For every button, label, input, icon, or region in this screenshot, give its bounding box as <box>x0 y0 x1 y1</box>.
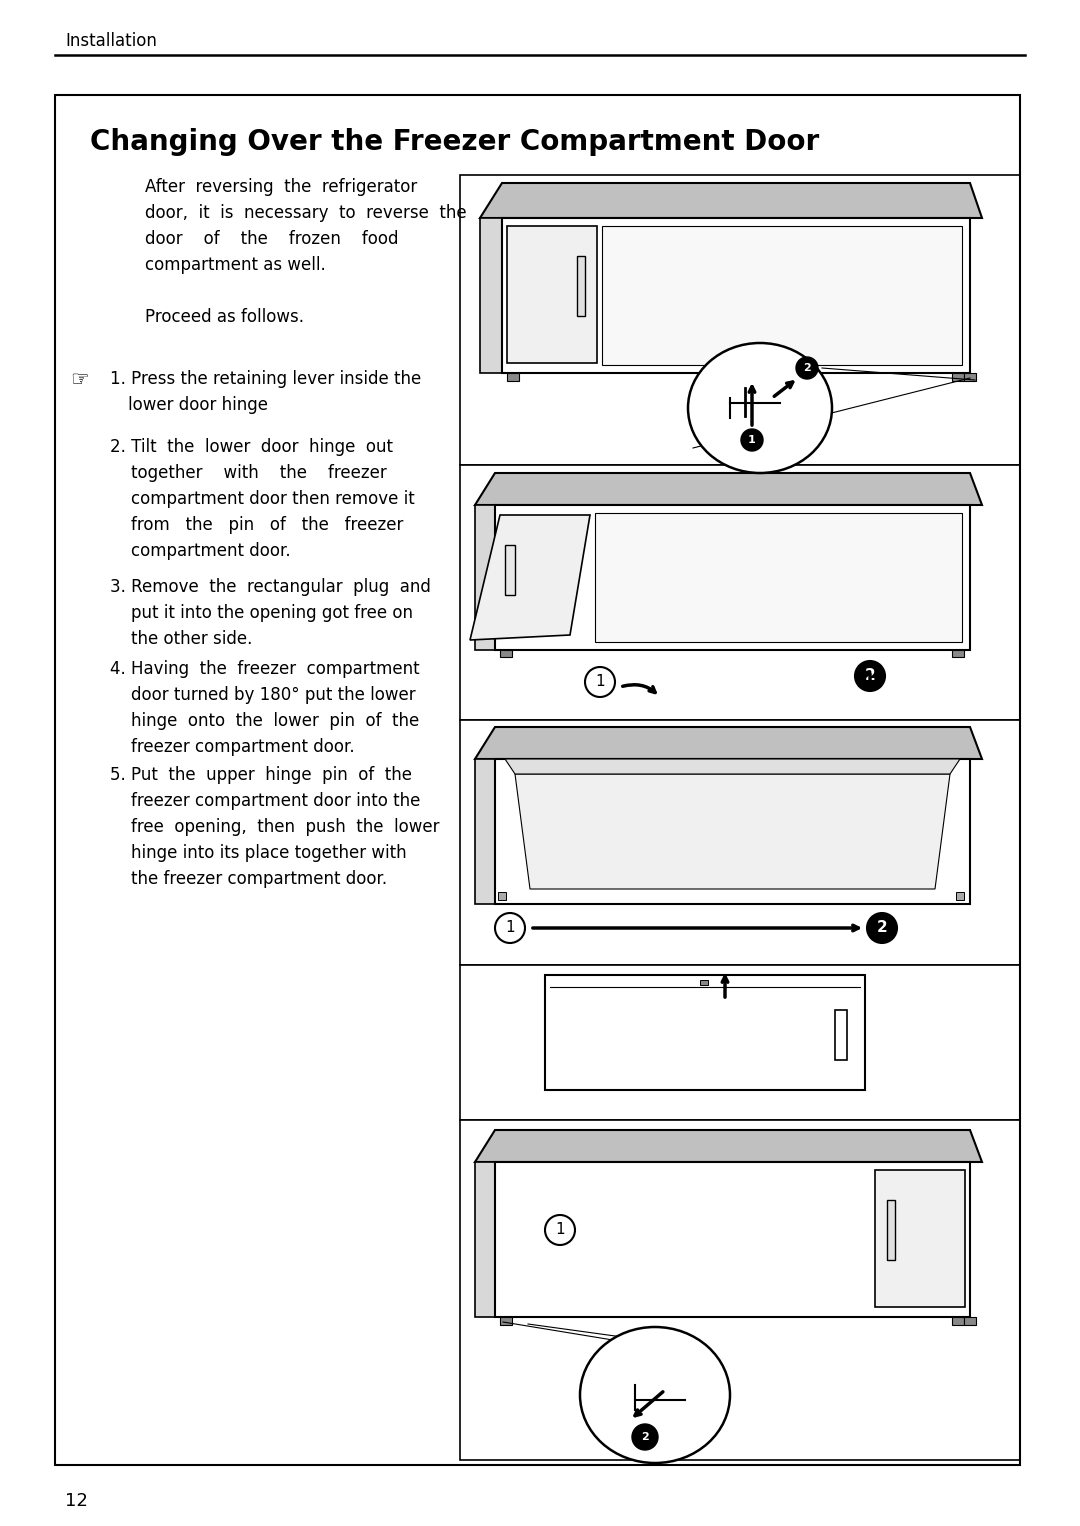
Polygon shape <box>475 726 982 758</box>
Bar <box>507 372 519 382</box>
Polygon shape <box>475 1161 495 1317</box>
Bar <box>887 1199 895 1260</box>
Ellipse shape <box>688 343 832 473</box>
Polygon shape <box>475 1129 982 1161</box>
Text: freezer compartment door into the: freezer compartment door into the <box>110 792 420 810</box>
Text: Installation: Installation <box>65 32 157 50</box>
Bar <box>495 1161 970 1317</box>
Text: 3. Remove  the  rectangular  plug  and: 3. Remove the rectangular plug and <box>110 578 431 597</box>
Text: free  opening,  then  push  the  lower: free opening, then push the lower <box>110 818 440 836</box>
Bar <box>545 975 865 1090</box>
Text: 2: 2 <box>865 668 876 684</box>
Text: compartment door.: compartment door. <box>110 542 291 560</box>
Bar <box>956 893 964 900</box>
Text: After  reversing  the  refrigerator: After reversing the refrigerator <box>145 179 417 195</box>
Bar <box>951 650 964 658</box>
Circle shape <box>585 667 615 697</box>
Text: compartment door then remove it: compartment door then remove it <box>110 490 415 508</box>
Text: the freezer compartment door.: the freezer compartment door. <box>110 870 387 888</box>
Bar <box>460 1120 1020 1460</box>
Bar <box>502 218 970 372</box>
Text: compartment as well.: compartment as well. <box>145 256 326 275</box>
Bar <box>500 650 512 658</box>
Text: hinge into its place together with: hinge into its place together with <box>110 844 407 862</box>
Circle shape <box>741 429 762 452</box>
Polygon shape <box>505 758 960 774</box>
Circle shape <box>632 1424 658 1450</box>
Bar <box>507 226 597 363</box>
Text: Changing Over the Freezer Compartment Door: Changing Over the Freezer Compartment Do… <box>90 128 820 156</box>
Text: 1: 1 <box>555 1222 565 1238</box>
Text: hinge  onto  the  lower  pin  of  the: hinge onto the lower pin of the <box>110 713 419 729</box>
Circle shape <box>867 913 897 943</box>
Bar <box>500 1317 512 1325</box>
Text: door,  it  is  necessary  to  reverse  the: door, it is necessary to reverse the <box>145 204 467 221</box>
Bar <box>595 513 962 642</box>
Text: 1: 1 <box>505 920 515 935</box>
Bar <box>700 980 708 984</box>
Bar <box>951 1317 964 1325</box>
Bar <box>460 175 1020 465</box>
Circle shape <box>495 913 525 943</box>
Text: 2: 2 <box>804 363 811 372</box>
Polygon shape <box>480 218 502 372</box>
Bar <box>495 505 970 650</box>
Text: 2: 2 <box>642 1431 649 1442</box>
Bar <box>951 372 964 382</box>
Polygon shape <box>475 473 982 505</box>
Text: 5. Put  the  upper  hinge  pin  of  the: 5. Put the upper hinge pin of the <box>110 766 411 784</box>
Ellipse shape <box>580 1328 730 1463</box>
Circle shape <box>796 357 818 378</box>
Polygon shape <box>475 758 495 903</box>
Bar <box>460 720 1020 964</box>
Text: 2. Tilt  the  lower  door  hinge  out: 2. Tilt the lower door hinge out <box>110 438 393 456</box>
Text: 1. Press the retaining lever inside the: 1. Press the retaining lever inside the <box>110 369 421 388</box>
Text: 1: 1 <box>748 435 756 446</box>
Circle shape <box>545 1215 575 1245</box>
Text: lower door hinge: lower door hinge <box>129 397 268 414</box>
Bar <box>602 226 962 365</box>
Polygon shape <box>480 183 982 218</box>
Polygon shape <box>515 774 950 890</box>
Text: 4. Having  the  freezer  compartment: 4. Having the freezer compartment <box>110 661 420 678</box>
Bar <box>835 1010 847 1061</box>
Polygon shape <box>470 514 590 639</box>
Text: together    with    the    freezer: together with the freezer <box>110 464 387 482</box>
Bar <box>55 95 1020 1465</box>
Polygon shape <box>475 505 495 650</box>
Text: freezer compartment door.: freezer compartment door. <box>110 739 354 755</box>
Text: put it into the opening got free on: put it into the opening got free on <box>110 604 413 623</box>
Text: 1: 1 <box>595 674 605 690</box>
Text: 12: 12 <box>65 1492 87 1511</box>
Bar <box>964 1317 976 1325</box>
Bar <box>577 256 585 316</box>
Text: 2: 2 <box>877 920 888 935</box>
Circle shape <box>855 661 885 691</box>
Text: door    of    the    frozen    food: door of the frozen food <box>145 230 399 249</box>
Text: ☞: ☞ <box>70 369 89 391</box>
Bar <box>460 465 1020 720</box>
Text: door turned by 180° put the lower: door turned by 180° put the lower <box>110 687 416 703</box>
Text: Proceed as follows.: Proceed as follows. <box>145 308 303 327</box>
Bar <box>460 964 1020 1120</box>
Text: from   the   pin   of   the   freezer: from the pin of the freezer <box>110 516 403 534</box>
Text: the other side.: the other side. <box>110 630 253 649</box>
Bar <box>875 1170 966 1306</box>
Bar <box>964 372 976 382</box>
Bar <box>505 545 515 595</box>
Bar <box>498 893 507 900</box>
Bar <box>495 758 970 903</box>
